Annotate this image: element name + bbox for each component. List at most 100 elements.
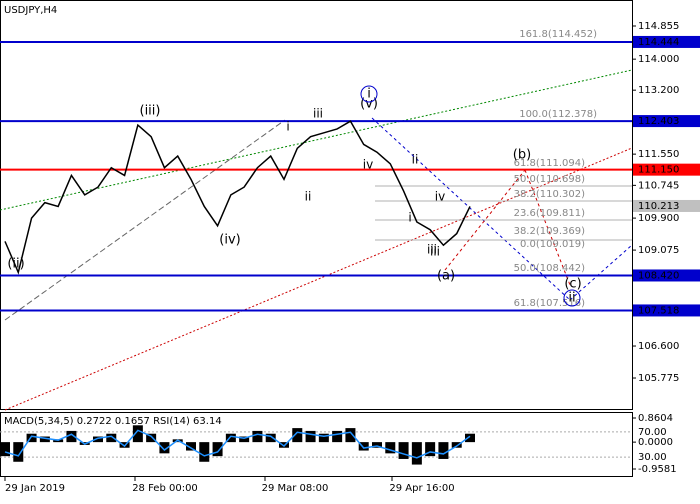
macd-bar bbox=[26, 433, 37, 443]
macd-bar bbox=[279, 442, 289, 448]
fib-label: 161.8(114.452) bbox=[519, 29, 597, 40]
macd-bar bbox=[318, 433, 329, 443]
macd-bar bbox=[186, 442, 196, 451]
macd-bar bbox=[372, 442, 382, 448]
fib-label: 38.2(110.302) bbox=[514, 189, 586, 200]
wave-label: (b) bbox=[513, 148, 531, 163]
wave-label: (ii) bbox=[7, 257, 24, 272]
wave-label: (c) bbox=[564, 277, 581, 292]
fib-label: 61.8(111.094) bbox=[514, 158, 586, 169]
wave-circle bbox=[563, 289, 581, 307]
wave-label: (iv) bbox=[219, 233, 240, 248]
level-label: 108.420 bbox=[638, 270, 679, 281]
level-box bbox=[633, 269, 700, 282]
macd-bar bbox=[0, 442, 10, 457]
macd-bar bbox=[146, 433, 157, 443]
level-box bbox=[633, 304, 700, 317]
macd-bar bbox=[398, 442, 409, 459]
macd-bar bbox=[66, 430, 77, 443]
wave-line bbox=[569, 244, 633, 301]
y-tick-label: 114.855 bbox=[638, 21, 679, 32]
y-tick-label: 111.550 bbox=[638, 149, 679, 160]
fib-label: 50.0(110.698) bbox=[514, 174, 586, 185]
macd-bar bbox=[305, 430, 316, 443]
trend-lines bbox=[0, 69, 633, 411]
fib-label: 38.2(109.369) bbox=[514, 226, 586, 237]
x-tick-label: 29 Jan 2019 bbox=[5, 483, 65, 494]
level-box bbox=[633, 199, 700, 212]
macd-bar bbox=[425, 442, 436, 457]
macd-bar bbox=[212, 442, 223, 457]
y-tick-label: 109.075 bbox=[638, 245, 679, 256]
wave-label: i bbox=[408, 211, 411, 225]
price-frame bbox=[0, 0, 633, 410]
macd-bar bbox=[106, 433, 117, 443]
macd-bar bbox=[252, 430, 263, 443]
macd-bar bbox=[13, 442, 24, 462]
wave-label: iv bbox=[363, 158, 373, 172]
signal-line bbox=[4, 429, 471, 459]
y-tick-label: 109.900 bbox=[638, 213, 679, 224]
fib-label: 50.0(108.442) bbox=[514, 263, 586, 274]
macd-bar bbox=[465, 433, 475, 443]
level-box bbox=[633, 35, 700, 48]
indicator-tick-label: 0.0000 bbox=[638, 437, 673, 448]
macd-bar bbox=[93, 436, 103, 443]
indicator-tick-label: -0.9581 bbox=[638, 464, 677, 475]
y-tick-label: 113.200 bbox=[638, 85, 679, 96]
macd-bar bbox=[159, 442, 170, 454]
wave-label: i bbox=[286, 120, 289, 134]
macd-bar bbox=[411, 442, 422, 465]
level-label: 107.518 bbox=[638, 305, 679, 316]
macd-bar bbox=[239, 436, 250, 443]
y-tick-label: 106.600 bbox=[638, 341, 679, 352]
wave-label: ii bbox=[412, 153, 419, 167]
macd-bar bbox=[345, 428, 356, 443]
indicator-label: MACD(5,34,5) 0.2722 0.1657 RSI(14) 63.14 bbox=[4, 416, 222, 427]
wave-label: iii bbox=[427, 243, 437, 257]
macd-bar bbox=[225, 433, 236, 443]
wave-label: iii bbox=[430, 245, 440, 259]
macd-bar bbox=[199, 442, 210, 462]
wave-label: iii bbox=[313, 107, 323, 121]
macd-bar bbox=[265, 433, 276, 443]
trend-line bbox=[4, 147, 633, 411]
y-tick-label: 105.775 bbox=[638, 373, 679, 384]
trend-line bbox=[4, 119, 286, 321]
y-tick-label: 110.745 bbox=[638, 180, 679, 191]
wave-line bbox=[371, 117, 571, 301]
price-line bbox=[4, 120, 471, 275]
fib-label: 100.0(112.378) bbox=[519, 109, 597, 120]
wave-label: (iii) bbox=[140, 104, 161, 119]
x-tick-label: 29 Apr 16:00 bbox=[389, 483, 454, 494]
y-tick-label: 114.000 bbox=[638, 54, 679, 65]
level-label: 112.403 bbox=[638, 116, 679, 127]
fib-label: 0.0(109.019) bbox=[520, 239, 585, 250]
x-tick-label: 28 Feb 00:00 bbox=[132, 483, 198, 494]
macd-bar bbox=[438, 442, 449, 459]
wave-label: (a) bbox=[437, 269, 455, 284]
macd-bar bbox=[451, 442, 462, 448]
level-box bbox=[633, 163, 700, 176]
fib-label: 23.6(109.811) bbox=[514, 208, 586, 219]
rsi-tick-label: 70.00 bbox=[638, 427, 667, 438]
wave-label: ii bbox=[568, 291, 575, 306]
level-box bbox=[633, 115, 700, 128]
indicator-tick-label: 0.8604 bbox=[638, 413, 673, 424]
wave-circle bbox=[360, 85, 378, 103]
level-label: 110.213 bbox=[638, 201, 679, 212]
fib-label: 61.8(107.516) bbox=[514, 298, 586, 309]
macd-bar bbox=[292, 428, 303, 443]
wave-label: iv bbox=[435, 190, 445, 204]
macd-bar bbox=[132, 425, 143, 443]
macd-bar bbox=[358, 442, 369, 451]
macd-bar bbox=[385, 442, 396, 454]
wave-label: ii bbox=[305, 190, 312, 204]
wave-label: i bbox=[367, 87, 371, 102]
wave-line bbox=[524, 169, 571, 286]
level-label: 114.444 bbox=[638, 37, 679, 48]
x-tick-label: 29 Mar 08:00 bbox=[262, 483, 329, 494]
macd-bar bbox=[332, 430, 343, 443]
